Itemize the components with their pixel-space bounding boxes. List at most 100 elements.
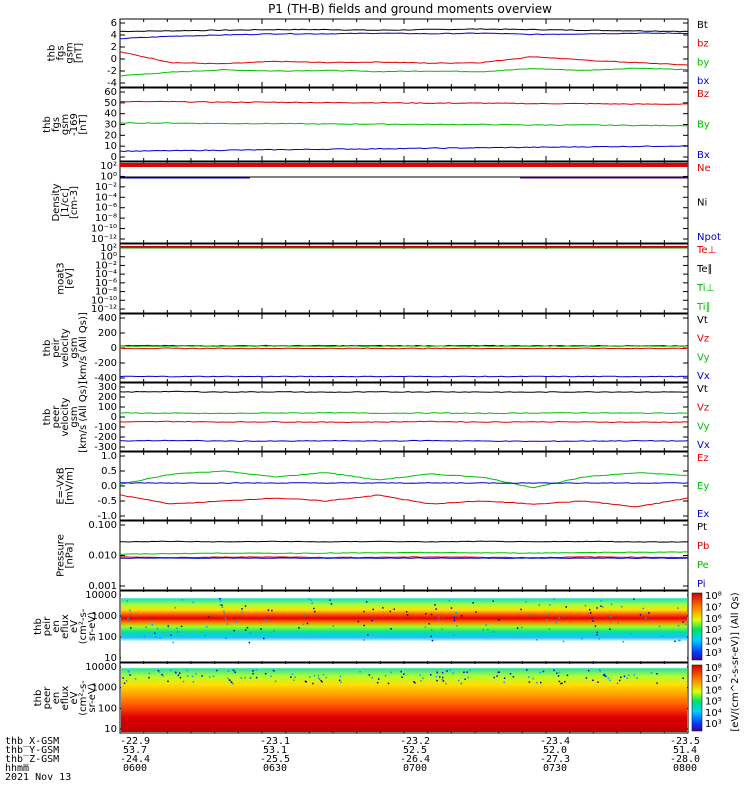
spectrogram-speckle xyxy=(441,628,443,630)
legend-vz: Vz xyxy=(697,334,709,345)
spectrogram-speckle xyxy=(363,610,365,613)
spectrogram-speckle xyxy=(596,634,598,636)
spectrogram-speckle xyxy=(677,607,679,609)
spectrogram-speckle xyxy=(441,678,443,681)
spectrogram-speckle xyxy=(400,670,402,673)
spectrogram-speckle xyxy=(557,675,560,677)
series-ex xyxy=(120,482,689,484)
spectrogram-speckle xyxy=(372,608,374,611)
spectrogram-speckle xyxy=(565,606,567,608)
spectrogram-speckle xyxy=(448,600,451,602)
y-tick-label: 200 xyxy=(98,392,117,403)
spectrogram-speckle xyxy=(547,613,550,615)
legend-ne: Ne xyxy=(697,163,711,174)
spectrogram-speckle xyxy=(310,599,313,601)
footer-row-label: thb_Y-GSM xyxy=(5,745,59,756)
spectrogram-speckle xyxy=(472,602,474,604)
series-ez xyxy=(119,494,689,508)
spectrogram-speckle xyxy=(437,616,440,619)
y-tick-label: 60 xyxy=(104,87,117,98)
y-tick-label: -400 xyxy=(94,373,117,384)
panel-frame xyxy=(119,520,689,591)
y-tick-label: 10⁻¹² xyxy=(91,304,117,315)
spectrogram-speckle xyxy=(431,639,434,642)
footer-value: -23.5 xyxy=(670,736,700,747)
spectrogram-speckle xyxy=(232,669,235,672)
spectrogram-speckle xyxy=(172,641,174,644)
colorbar xyxy=(691,664,703,732)
y-tick-label: 0.5 xyxy=(101,466,117,477)
spectrogram-speckle xyxy=(158,671,161,673)
spectrogram-speckle xyxy=(475,611,477,613)
spectrogram-speckle xyxy=(563,615,566,617)
spectrogram-speckle xyxy=(609,679,611,682)
spectrogram-speckle xyxy=(556,672,558,674)
footer-row-label: thb_Z-GSM xyxy=(5,754,59,765)
spectrogram-speckle xyxy=(223,612,226,615)
spectrogram-speckle xyxy=(161,673,163,676)
spectrogram-speckle xyxy=(599,670,602,672)
spectrogram-speckle xyxy=(122,677,124,679)
spectrogram-speckle xyxy=(661,635,663,637)
spectrogram-speckle xyxy=(403,673,405,675)
spectrogram-speckle xyxy=(446,670,448,672)
spectrogram-speckle xyxy=(592,620,594,622)
spectrogram-speckle xyxy=(528,613,531,615)
y-tick-label: 10⁰ xyxy=(100,252,117,263)
spectrogram-speckle xyxy=(633,598,635,600)
spectrogram-speckle xyxy=(566,674,569,677)
spectrogram-speckle xyxy=(626,677,628,679)
spectrogram-speckle xyxy=(603,674,606,676)
spectrogram-speckle xyxy=(317,674,320,677)
spectrogram-speckle xyxy=(645,617,647,620)
spectrogram-speckle xyxy=(216,669,218,672)
spectrogram-speckle xyxy=(294,676,296,678)
legend-bx: bx xyxy=(697,76,709,87)
spectrogram-speckle xyxy=(422,677,424,680)
spectrogram-speckle xyxy=(493,676,495,679)
footer-row-label: hhmm xyxy=(5,763,29,774)
spectrogram xyxy=(121,592,687,661)
y-axis-label: [eV] xyxy=(65,268,76,289)
legend-ey: Ey xyxy=(697,481,709,492)
y-tick-label: 10² xyxy=(100,243,117,254)
colorbar-tick-label: 10⁷ xyxy=(705,602,722,613)
footer-value: -25.5 xyxy=(260,754,290,765)
spectrogram-speckle xyxy=(159,637,161,639)
panel-3: 10²10⁰10⁻²10⁻⁴10⁻⁶10⁻⁸10⁻¹⁰10⁻¹²Density[… xyxy=(51,161,721,245)
y-tick-label: -2 xyxy=(107,66,117,77)
spectrogram-speckle xyxy=(581,637,583,640)
legend-ez: Ez xyxy=(697,453,709,464)
spectrogram-speckle xyxy=(424,626,427,628)
y-tick-label: 10000 xyxy=(85,590,117,601)
footer-value: 53.1 xyxy=(263,745,287,756)
y-axis-label: [cm-3] xyxy=(69,186,80,219)
y-tick-label: 0 xyxy=(111,152,117,163)
spectrogram-speckle xyxy=(482,629,484,631)
spectrogram-speckle xyxy=(430,635,432,638)
spectrogram-speckle xyxy=(496,675,498,677)
spectrogram-speckle xyxy=(639,614,642,616)
series-bz xyxy=(120,100,689,105)
panel-frame xyxy=(119,451,689,521)
spectrogram-speckle xyxy=(128,671,130,673)
spectrogram-speckle xyxy=(201,675,203,677)
spectrogram-speckle xyxy=(682,677,684,679)
spectrogram-speckle xyxy=(548,628,551,630)
y-tick-label: -4 xyxy=(107,78,117,89)
spectrogram-speckle xyxy=(368,674,371,676)
spectrogram-speckle xyxy=(622,640,624,643)
spectrogram-speckle xyxy=(469,669,471,671)
spectrogram-speckle xyxy=(167,626,170,628)
y-tick-label: 10⁻⁴ xyxy=(95,192,117,203)
panel-9: 10000 1000 100 10 thbpeirenefluxeV(cm²-s-sr-… xyxy=(33,590,722,664)
y-axis-label: gsm xyxy=(69,406,80,427)
y-axis-label: gsm xyxy=(60,114,71,135)
spectrogram-speckle xyxy=(528,681,531,683)
spectrogram-speckle xyxy=(600,600,602,602)
footer-value: 52.5 xyxy=(403,745,427,756)
spectrogram-speckle xyxy=(512,676,515,678)
date-label: 2021 Nov 13 xyxy=(5,772,71,783)
colorbar-label: [eV/(cm^2-s-sr-eV)] (All Qs) xyxy=(730,592,741,731)
y-axis-label: gsm xyxy=(65,42,76,63)
